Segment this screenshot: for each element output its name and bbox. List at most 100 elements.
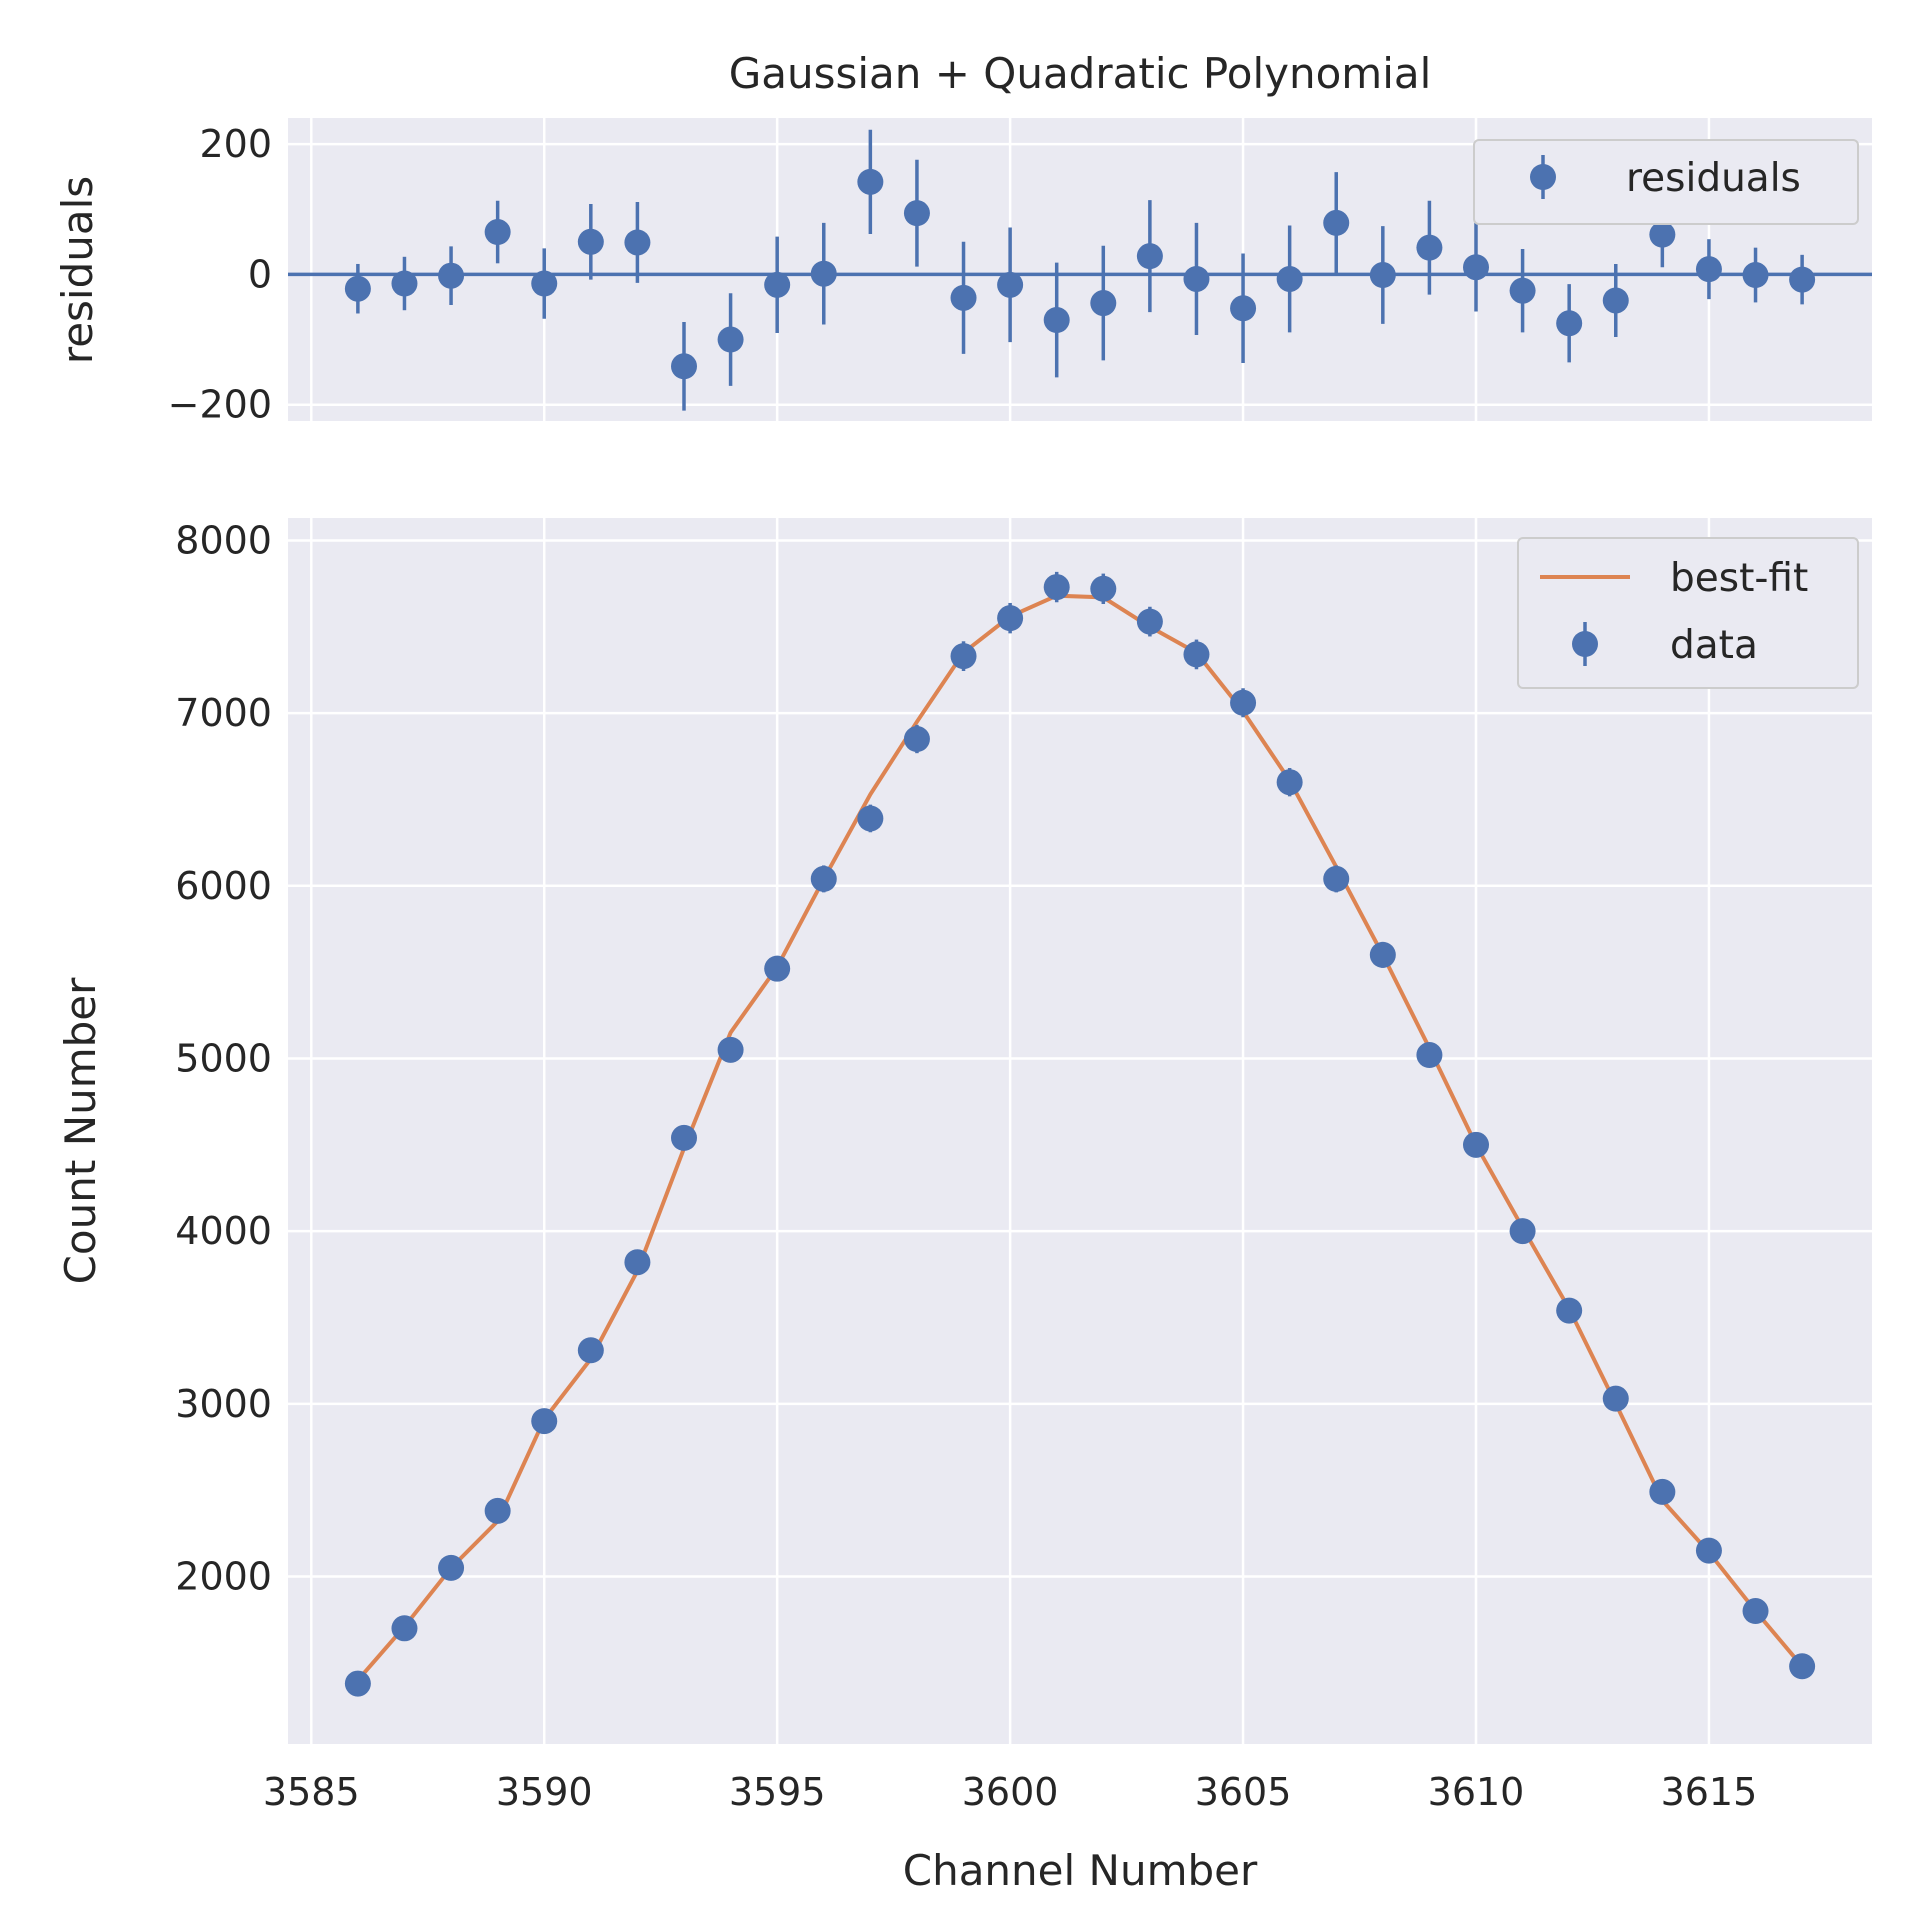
data-point [1323, 865, 1350, 892]
counts-x-tick-label: 3585 [263, 1770, 360, 1814]
data-point [1742, 1598, 1769, 1625]
residuals-legend: residuals [1473, 139, 1859, 225]
data-point [1230, 689, 1257, 716]
residual-point [903, 200, 930, 227]
residual-point [484, 219, 511, 246]
residual-point [531, 270, 558, 297]
residual-point [624, 229, 651, 256]
residual-point [1276, 265, 1303, 292]
data-point [810, 865, 837, 892]
data-point [1369, 941, 1396, 968]
data-point [624, 1249, 651, 1276]
data-point [391, 1615, 418, 1642]
residual-point [1649, 221, 1676, 248]
residuals-y-tick-label: −200 [168, 383, 272, 427]
data-point [903, 726, 930, 753]
residual-point [1742, 262, 1769, 289]
data-legend-label: data [1670, 623, 1758, 668]
data-point [484, 1497, 511, 1524]
counts-legend: best-fit data [1517, 537, 1859, 689]
residual-point [717, 326, 744, 353]
counts-y-tick-label: 4000 [175, 1209, 272, 1253]
data-point [1043, 574, 1070, 601]
data-point [1416, 1042, 1443, 1069]
counts-x-tick-label: 3605 [1195, 1770, 1292, 1814]
residual-point [857, 168, 884, 195]
residuals-y-tick-label: 0 [248, 252, 272, 296]
best-fit-legend-label: best-fit [1670, 556, 1808, 601]
residual-point [344, 275, 371, 302]
counts-x-tick-label: 3615 [1661, 1770, 1758, 1814]
residuals-y-axis-label: residuals [53, 176, 102, 364]
data-legend-marker [1572, 631, 1598, 657]
residuals-y-ticks: −200 0 200 [168, 122, 272, 427]
data-point [1695, 1537, 1722, 1564]
residual-point [1043, 307, 1070, 333]
data-point [1276, 769, 1303, 796]
counts-panel: 2000 3000 4000 5000 6000 7000 8000 3585 3590 359… [56, 518, 1872, 1895]
data-point [1789, 1653, 1816, 1680]
counts-x-tick-label: 3600 [962, 1770, 1059, 1814]
counts-x-axis-label: Channel Number [903, 1846, 1258, 1895]
data-point [1602, 1385, 1629, 1412]
counts-x-ticks: 3585 3590 3595 3600 3605 3610 3615 [263, 1770, 1757, 1814]
residual-point [1230, 295, 1257, 322]
residual-point [438, 262, 465, 289]
counts-y-tick-label: 7000 [175, 691, 272, 735]
residual-point [577, 228, 604, 255]
residual-point [1789, 266, 1816, 293]
counts-y-tick-label: 5000 [175, 1036, 272, 1080]
residual-point [391, 270, 418, 297]
counts-y-tick-label: 3000 [175, 1382, 272, 1426]
counts-y-tick-label: 6000 [175, 864, 272, 908]
data-point [1509, 1218, 1536, 1245]
residuals-marks [288, 129, 1872, 411]
residual-point [1556, 310, 1583, 337]
residual-point [950, 284, 977, 311]
counts-plot-background [288, 518, 1872, 1744]
counts-x-tick-label: 3590 [496, 1770, 593, 1814]
residual-point [1090, 290, 1117, 317]
data-point [671, 1124, 697, 1151]
residual-point [997, 271, 1024, 298]
residuals-legend-label: residuals [1626, 156, 1801, 201]
residual-point [764, 271, 791, 298]
residual-point [1463, 254, 1489, 281]
counts-y-tick-label: 2000 [175, 1555, 272, 1599]
residuals-y-tick-label: 200 [199, 122, 272, 166]
data-point [950, 643, 977, 670]
residual-point [1416, 234, 1443, 261]
residual-point [1136, 243, 1163, 270]
data-point [857, 805, 884, 832]
residuals-legend-box [1473, 139, 1859, 225]
residual-point [1323, 209, 1350, 236]
data-point [1090, 575, 1117, 602]
counts-y-ticks: 2000 3000 4000 5000 6000 7000 8000 [175, 518, 272, 1598]
data-point [531, 1408, 558, 1435]
residuals-panel: −200 0 200 residuals residuals [53, 118, 1872, 427]
residual-point [1602, 287, 1629, 314]
counts-marks [344, 571, 1816, 1697]
residual-point [1509, 277, 1536, 304]
data-point [1649, 1478, 1676, 1505]
counts-x-tick-label: 3610 [1428, 1770, 1525, 1814]
residual-point [1695, 256, 1722, 283]
data-point [1136, 608, 1163, 635]
residual-point [810, 260, 837, 287]
residual-point [1183, 265, 1210, 292]
counts-y-tick-label: 8000 [175, 518, 272, 562]
data-point [1556, 1297, 1583, 1324]
data-point [438, 1554, 465, 1581]
data-point [344, 1670, 371, 1697]
chart-title: Gaussian + Quadratic Polynomial [729, 49, 1432, 98]
data-point [577, 1337, 604, 1364]
data-point [764, 955, 791, 982]
residual-point [1369, 262, 1396, 289]
counts-y-axis-label: Count Number [56, 977, 105, 1285]
counts-x-tick-label: 3595 [729, 1770, 826, 1814]
data-point [997, 605, 1024, 632]
residuals-legend-marker [1530, 164, 1556, 190]
data-point [1183, 641, 1210, 668]
residual-point [671, 353, 697, 380]
